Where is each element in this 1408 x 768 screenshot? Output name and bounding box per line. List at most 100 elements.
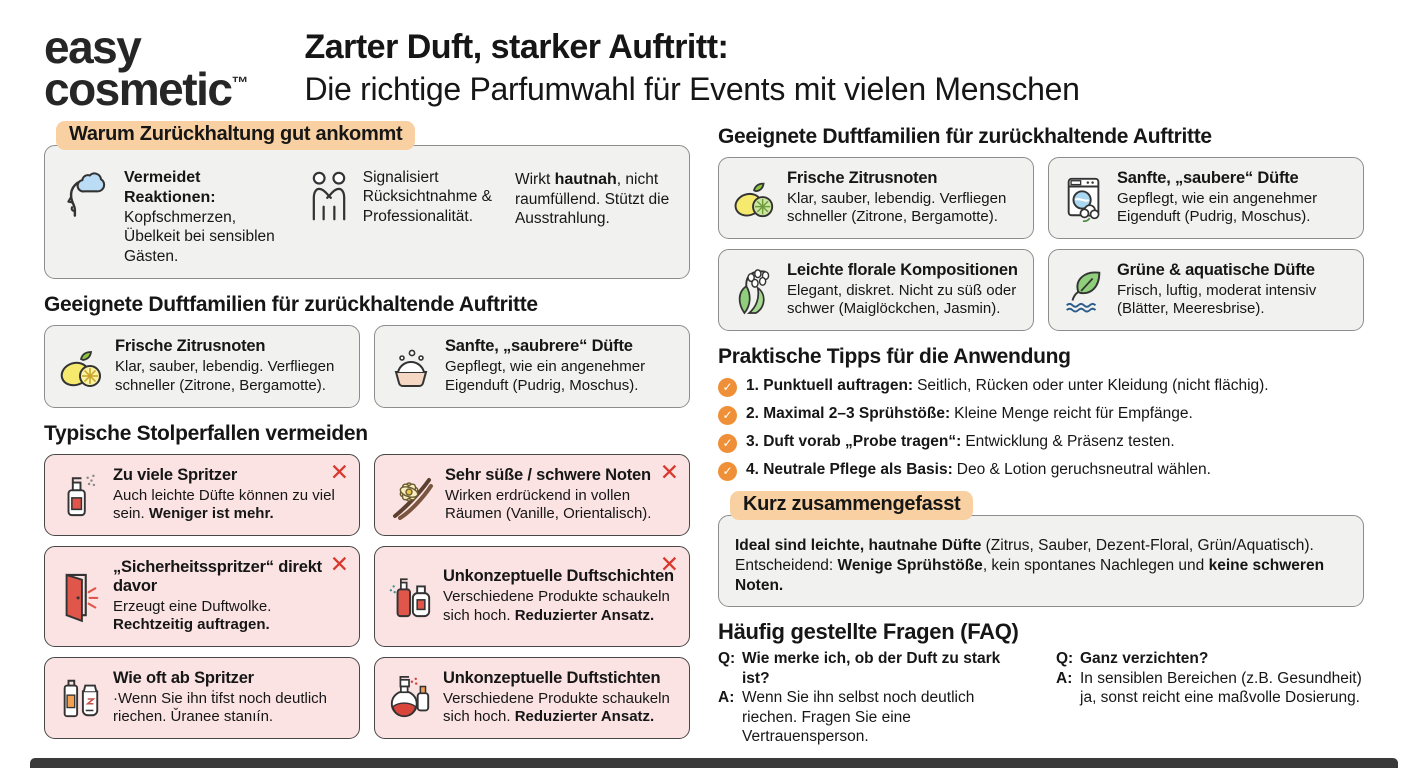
a-label: A: (1056, 669, 1073, 687)
pitfall-card-layering-2: Unkonzeptuelle Duftstichten Verschiedene… (374, 656, 690, 740)
leaf-waves-icon (1061, 265, 1107, 315)
faq-item: Q: Ganz verzichten? A: In sensiblen Bereic… (1056, 649, 1364, 747)
soap-basin-icon (387, 343, 435, 391)
family-card-green-aquatic: Grüne & aquatische Düfte Frisch, luftig,… (1048, 248, 1364, 331)
cross-icon: ✕ (659, 458, 679, 485)
why-item-text: Kopfschmerzen, Übelkeit bei sensiblen Gä… (124, 208, 275, 265)
perfume-flasks-icon (387, 672, 433, 724)
tip-text: Seitlich, Rücken oder unter Kleidung (ni… (917, 376, 1269, 394)
q-label: Q: (1056, 650, 1074, 668)
faq-question: Ganz verzichten? (1080, 650, 1209, 668)
lemon-icon (57, 343, 105, 391)
tip-bold: 1. Punktuell auftragen: (746, 376, 914, 394)
pitfall-card-how-often: Wie oft ab Spritzer ·Wenn Sie ihn ṫifst … (44, 656, 360, 740)
open-door-icon (57, 569, 103, 623)
logo-line2: cosmetic (44, 63, 233, 116)
summary-text: , kein spontanes Nachlegen und (982, 557, 1209, 575)
card-desc: Erzeugt eine Duftwolke. (113, 597, 272, 615)
pitfall-card-layering: ✕ Unkonzeptuelle Duftsch (374, 545, 690, 647)
card-desc: Verschiedene Produkte schaukeln sich hoc… (443, 689, 670, 726)
a-label: A: (718, 689, 735, 707)
card-title: Grüne & aquatische Düfte (1117, 260, 1315, 279)
head-cloud-icon (59, 168, 115, 224)
summary-text: (Zitrus, Sauber, Dezent-Floral, Grün/Aqu… (981, 536, 1314, 554)
check-icon: ✓ (718, 377, 737, 397)
title-line2: Die richtige Parfumwahl für Events mit v… (304, 71, 1080, 107)
summary-bold: Wenige Sprühstöße (837, 557, 983, 575)
card-desc: ·Wenn Sie ihn ṫifst noch deutlich rieche… (113, 689, 328, 726)
check-icon: ✓ (718, 461, 737, 481)
why-item-text: Wirkt (514, 170, 555, 188)
tip-item: ✓ 3. Duft vorab „Probe tragen“: Entwicklu… (718, 433, 1364, 453)
summary-section-header: Kurz zusammengefasst (730, 490, 974, 520)
vanilla-flower-icon (387, 470, 435, 520)
page-title: Zarter Duft, starker Auftritt: Die richt… (304, 18, 1080, 108)
card-desc: Gepflegt, wie ein angenehmer Eigenduft (… (1117, 189, 1318, 226)
why-item-respect: Signalisiert Rücksichtnahme & Profession… (304, 168, 501, 267)
card-title: Leichte florale Kompositionen (787, 260, 1018, 279)
why-item-title: Vermeidet Reaktionen: (124, 168, 216, 206)
washing-machine-icon (1061, 174, 1107, 222)
left-column: Warum Zurückhaltung gut ankommt Vermeide… (44, 115, 690, 768)
pitfalls-section-header: Typische Stolperfallen vermeiden (44, 421, 368, 445)
right-column: Geeignete Duftfamilien für zurückhaltend… (718, 115, 1364, 768)
why-box: Vermeidet Reaktionen: Kopfschmerzen, Übe… (44, 144, 690, 280)
tip-bold: 3. Duft vorab „Probe tragen“: (746, 432, 962, 450)
spray-bottle-icon (57, 470, 103, 520)
card-title: Unkonzeptuelle Duftschichten (443, 567, 674, 586)
card-desc: Klar, sauber, lebendig. Verfliegen schne… (115, 358, 335, 395)
tip-bold: 2. Maximal 2–3 Sprühstöße: (746, 404, 951, 422)
card-title: Sanfte, „saubere“ Düfte (1117, 168, 1299, 187)
card-desc: Elegant, diskret. Nicht zu süß oder schw… (787, 281, 1017, 318)
why-item-text: Signalisiert Rücksichtnahme & Profession… (362, 168, 492, 225)
families-section-header-left: Geeignete Duftfamilien für zurückhaltend… (44, 293, 538, 317)
card-title: Sehr süße / schwere Noten (445, 465, 651, 484)
family-card-citrus: Frische Zitrusnoten Klar, sauber, lebend… (44, 325, 360, 408)
card-title: Zu viele Spritzer (113, 465, 238, 484)
faq-section-header: Häufig gestellte Fragen (FAQ) (718, 619, 1019, 645)
faq-question: Wie merke ich, ob der Duft zu stark ist? (742, 650, 1001, 687)
card-desc-bold: Weniger ist mehr. (148, 505, 274, 523)
cross-icon: ✕ (329, 550, 349, 577)
card-desc-bold: Reduzierter Ansatz. (514, 606, 655, 624)
header: easy cosmetic™ Zarter Duft, starker Auft… (44, 18, 1364, 112)
family-card-citrus-right: Frische Zitrusnoten Klar, sauber, lebend… (718, 156, 1034, 239)
q-label: Q: (718, 650, 736, 668)
summary-bold: keine schweren Noten. (735, 557, 1325, 595)
title-line1: Zarter Duft, starker Auftritt: (304, 28, 729, 66)
faq-answer: Wenn Sie ihn selbst noch deutlich rieche… (742, 689, 975, 746)
tip-text: Entwicklung & Präsenz testen. (965, 432, 1175, 450)
tip-bold: 4. Neutrale Pflege als Basis: (746, 460, 953, 478)
card-desc-bold: Reduzierter Ansatz. (514, 708, 655, 726)
summary-bold: Ideal sind leichte, hautnahe Düfte (735, 536, 982, 554)
faq-list: Q: Wie merke ich, ob der Duft zu stark is… (718, 649, 1364, 768)
card-title: Sanfte, „saubrere“ Düfte (445, 337, 633, 356)
card-title: Wie oft ab Spritzer (113, 668, 254, 687)
card-desc: Auch leichte Düfte können zu viel sein. (113, 486, 335, 523)
cross-icon: ✕ (659, 550, 679, 577)
card-desc-bold: Rechtzeitig auftragen. (113, 616, 270, 634)
footer-bar (30, 758, 1398, 768)
card-desc: Wirken erdrückend in vollen Räumen (Vani… (445, 486, 652, 523)
family-card-clean-right: Sanfte, „saubere“ Düfte Gepflegt, wie ei… (1048, 156, 1364, 239)
pitfall-card-heavy-notes: ✕ (374, 453, 690, 536)
card-title: Frische Zitrusnoten (115, 337, 266, 356)
tips-list: ✓ 1. Punktuell auftragen: Seitlich, Rücke… (718, 377, 1364, 481)
tip-text: Kleine Menge reicht für Empfänge. (954, 404, 1193, 422)
check-icon: ✓ (718, 405, 737, 425)
lily-of-the-valley-icon (731, 265, 777, 315)
why-section-header: Warum Zurückhaltung gut ankommt (56, 120, 416, 150)
summary-box: Ideal sind leichte, hautnahe Düfte (Zitr… (718, 514, 1364, 608)
card-title: Frische Zitrusnoten (787, 168, 938, 187)
summary-text: Entscheidend: (735, 557, 838, 575)
tip-item: ✓ 4. Neutrale Pflege als Basis: Deo & Lot… (718, 461, 1364, 481)
lotion-set-icon (57, 672, 103, 724)
families-section-header-right: Geeignete Duftfamilien für zurückhaltend… (718, 124, 1212, 148)
brand-logo: easy cosmetic™ (44, 18, 248, 112)
card-desc: Klar, sauber, lebendig. Verfliegen schne… (787, 189, 1007, 226)
faq-answer: In sensiblen Bereichen (z.B. Gesundheit)… (1080, 669, 1362, 707)
card-title: Unkonzeptuelle Duftstichten (443, 668, 661, 687)
card-desc: Gepflegt, wie ein angenehmer Eigenduft (… (445, 358, 646, 395)
family-card-floral: Leichte florale Kompositionen Elegant, d… (718, 248, 1034, 331)
